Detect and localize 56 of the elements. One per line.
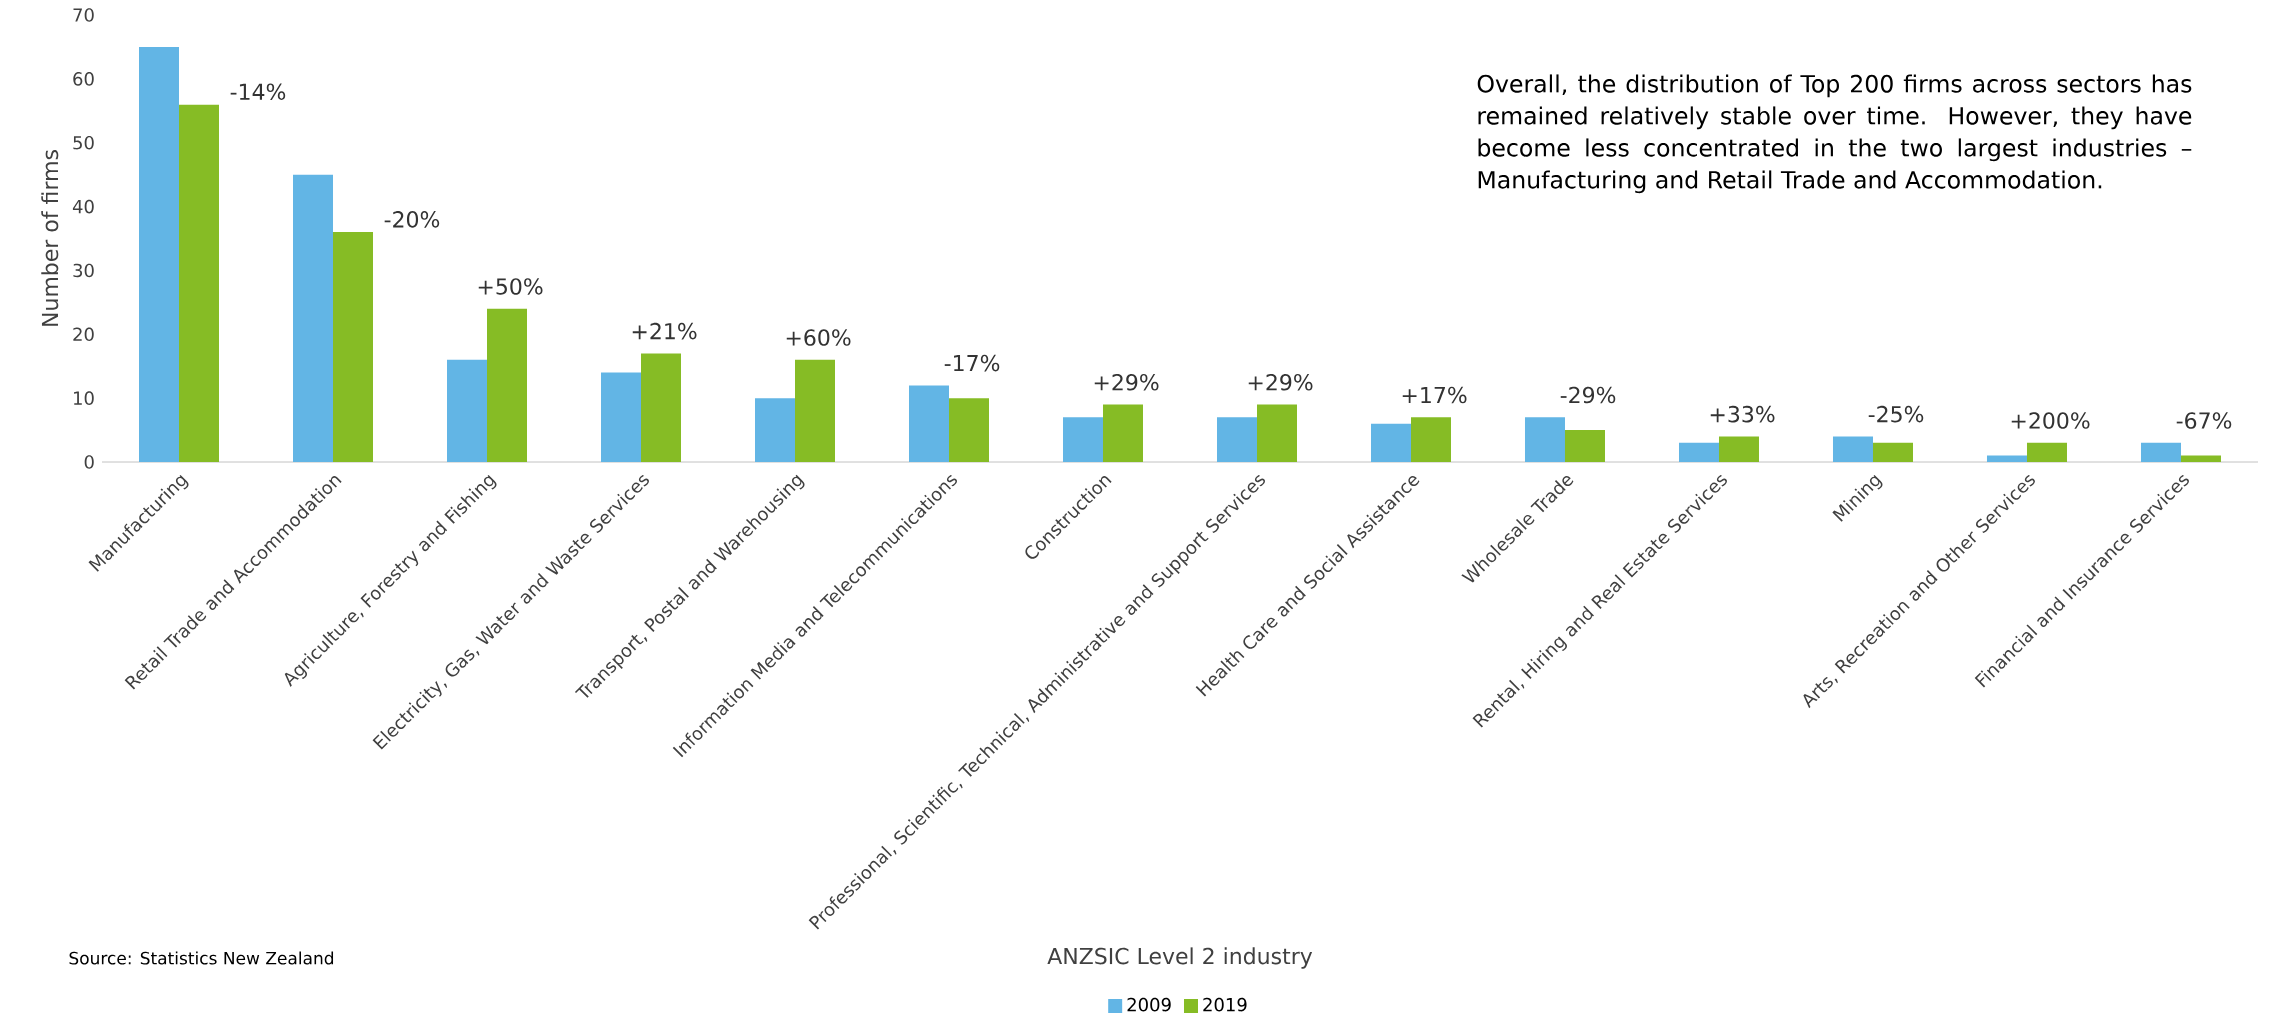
bar bbox=[1217, 417, 1257, 462]
bar bbox=[1524, 417, 1565, 462]
annotation: +29% bbox=[1094, 373, 1159, 391]
bar bbox=[601, 372, 641, 462]
bar bbox=[1411, 417, 1451, 462]
bar bbox=[1832, 436, 1873, 462]
y-tick-label: 60 bbox=[73, 72, 94, 86]
annotation: +200% bbox=[2011, 412, 2090, 429]
y-tick-label: 0 bbox=[84, 455, 94, 469]
bar bbox=[179, 104, 219, 462]
annotation: -29% bbox=[1560, 386, 1616, 404]
annotation: +17% bbox=[1402, 386, 1467, 404]
annotation: -67% bbox=[2176, 412, 2232, 429]
annotation: +60% bbox=[786, 329, 851, 346]
x-axis-title: ANZSIC Level 2 industry bbox=[1047, 947, 1313, 969]
legend-label: 2019 bbox=[1203, 997, 1247, 1012]
annotation: -25% bbox=[1868, 405, 1924, 423]
legend-label: 2009 bbox=[1127, 997, 1171, 1012]
bar bbox=[909, 385, 949, 462]
y-tick-label: 40 bbox=[72, 199, 94, 214]
bar bbox=[1102, 404, 1143, 462]
bar bbox=[447, 359, 487, 462]
bar bbox=[333, 232, 374, 462]
bar bbox=[293, 174, 333, 462]
source-note: Source: Statistics New Zealand bbox=[69, 951, 334, 965]
bar bbox=[139, 46, 179, 462]
bar bbox=[2140, 442, 2181, 462]
bar bbox=[2026, 442, 2067, 462]
bar bbox=[1678, 442, 1719, 462]
y-tick-label: 20 bbox=[73, 327, 94, 342]
bar bbox=[2180, 455, 2221, 462]
annotation: -14% bbox=[230, 83, 286, 101]
annotation: +33% bbox=[1710, 405, 1775, 423]
bar bbox=[1370, 423, 1411, 462]
annotation: Overall, the distribution of Top 200 firms across sectors has remained relatively stable over time. However, they have become less concentrated in the two largest industries – Manufacturing and Retail Trade and Accommodation. bbox=[1477, 74, 2192, 194]
bar bbox=[1872, 442, 1913, 462]
y-tick-label: 50 bbox=[73, 135, 94, 150]
bar bbox=[487, 308, 527, 462]
bar bbox=[949, 398, 989, 462]
annotation: +29% bbox=[1248, 373, 1313, 391]
annotation: -17% bbox=[944, 354, 1000, 372]
bar bbox=[1564, 430, 1605, 462]
y-tick-label: 10 bbox=[74, 391, 94, 405]
annotation: -20% bbox=[384, 211, 440, 228]
y-tick-label: 30 bbox=[73, 263, 94, 278]
bar bbox=[795, 359, 835, 462]
bar bbox=[755, 398, 795, 462]
annotation: +21% bbox=[632, 322, 697, 340]
y-axis-title: Number of firms bbox=[41, 150, 59, 326]
bar bbox=[1719, 436, 1759, 462]
bar bbox=[1986, 455, 2027, 462]
y-tick-label: 70 bbox=[73, 8, 94, 22]
annotation: +50% bbox=[478, 278, 543, 295]
bar bbox=[1062, 417, 1103, 462]
bar bbox=[641, 353, 681, 462]
bar bbox=[1257, 404, 1297, 462]
